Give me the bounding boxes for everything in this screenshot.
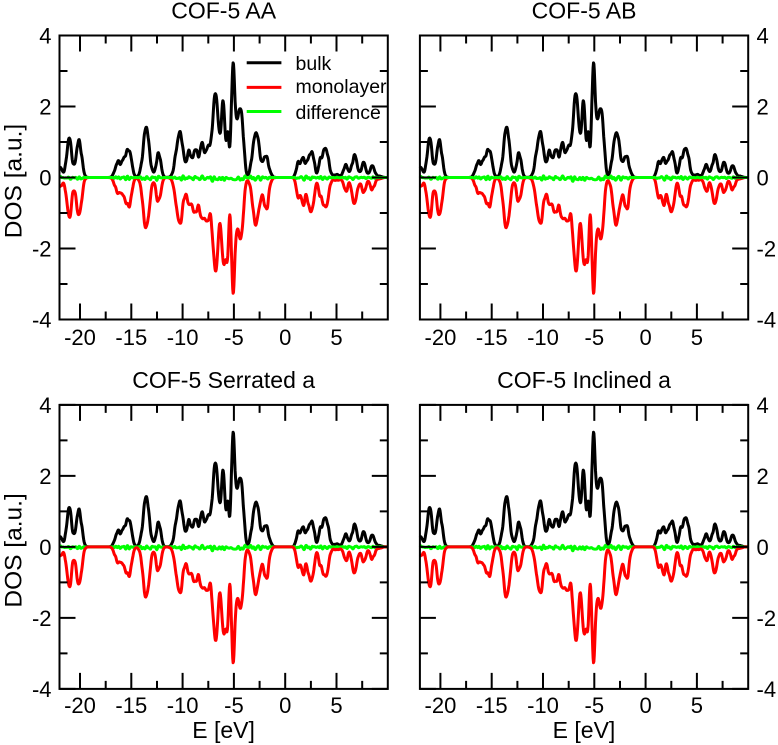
svg-text:COF-5 AB: COF-5 AB (532, 0, 637, 24)
svg-text:4: 4 (757, 24, 769, 49)
svg-text:DOS [a.u.]: DOS [a.u.] (1, 124, 28, 238)
svg-text:4: 4 (39, 393, 51, 418)
svg-text:-10: -10 (167, 693, 199, 718)
svg-text:E [eV]: E [eV] (192, 717, 255, 743)
svg-text:-4: -4 (757, 677, 777, 702)
svg-text:0: 0 (757, 166, 769, 191)
svg-text:COF-5 Serrated a: COF-5 Serrated a (132, 367, 315, 393)
svg-text:monolayer: monolayer (296, 76, 388, 98)
svg-text:5: 5 (330, 693, 342, 718)
svg-text:0: 0 (279, 693, 291, 718)
svg-text:5: 5 (691, 325, 703, 350)
svg-text:E [eV]: E [eV] (553, 717, 616, 743)
svg-text:-2: -2 (32, 237, 52, 262)
svg-text:-5: -5 (224, 693, 244, 718)
svg-text:DOS [a.u.]: DOS [a.u.] (1, 493, 28, 607)
svg-text:2: 2 (757, 95, 769, 120)
svg-text:-15: -15 (115, 693, 147, 718)
svg-text:-15: -15 (476, 693, 508, 718)
svg-text:-4: -4 (32, 308, 52, 333)
svg-text:-20: -20 (64, 693, 96, 718)
svg-text:0: 0 (39, 535, 51, 560)
svg-text:bulk: bulk (296, 53, 332, 75)
svg-text:-2: -2 (757, 237, 777, 262)
svg-text:-15: -15 (115, 325, 147, 350)
svg-text:-20: -20 (425, 325, 457, 350)
svg-text:COF-5 AA: COF-5 AA (171, 0, 276, 24)
svg-text:-5: -5 (585, 325, 605, 350)
svg-text:5: 5 (691, 693, 703, 718)
svg-text:0: 0 (39, 166, 51, 191)
svg-text:4: 4 (757, 393, 769, 418)
svg-text:-2: -2 (757, 606, 777, 631)
svg-text:-4: -4 (32, 677, 52, 702)
svg-text:-5: -5 (585, 693, 605, 718)
svg-text:-5: -5 (224, 325, 244, 350)
svg-text:5: 5 (330, 325, 342, 350)
svg-text:-10: -10 (527, 325, 559, 350)
svg-text:COF-5 Inclined a: COF-5 Inclined a (497, 367, 671, 393)
svg-text:4: 4 (39, 24, 51, 49)
svg-text:-10: -10 (167, 325, 199, 350)
svg-text:2: 2 (39, 464, 51, 489)
svg-text:0: 0 (279, 325, 291, 350)
svg-text:-10: -10 (527, 693, 559, 718)
svg-text:-4: -4 (757, 308, 777, 333)
svg-text:2: 2 (757, 464, 769, 489)
svg-text:-20: -20 (425, 693, 457, 718)
svg-text:2: 2 (39, 95, 51, 120)
svg-text:0: 0 (757, 535, 769, 560)
svg-text:-15: -15 (476, 325, 508, 350)
svg-text:0: 0 (639, 693, 651, 718)
svg-text:-20: -20 (64, 325, 96, 350)
svg-text:difference: difference (296, 102, 381, 124)
svg-text:-2: -2 (32, 606, 52, 631)
svg-text:0: 0 (639, 325, 651, 350)
